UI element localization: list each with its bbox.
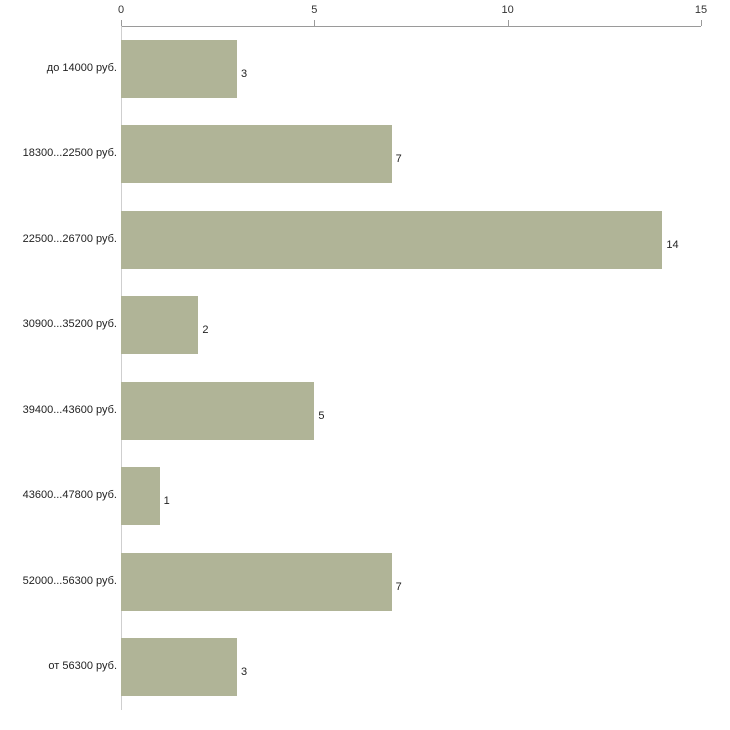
y-axis-tick-label: 52000...56300 руб. [0,575,117,589]
x-tick-label: 15 [694,4,708,16]
bar-value-label: 14 [666,238,679,251]
bar[interactable] [121,210,663,269]
bar[interactable] [121,296,199,355]
bar-value-label: 7 [395,153,402,166]
bar-value-label: 7 [395,580,402,593]
x-tick-mark [314,20,316,26]
bar-value-label: 2 [202,324,209,337]
category-label-text: 52000...56300 руб. [22,574,117,587]
x-tick-label: 0 [117,4,125,16]
category-label-text: 39400...43600 руб. [22,403,117,416]
y-axis-tick-label: 43600...47800 руб. [0,489,117,503]
y-axis-line [121,26,122,710]
y-axis-tick-label: 39400...43600 руб. [0,404,117,418]
bar-value-label: 5 [318,409,325,422]
category-label-text: 43600...47800 руб. [22,489,117,502]
category-label-text: 30900...35200 руб. [22,318,117,331]
bar-value-label: 3 [241,666,248,679]
category-label-text: 22500...26700 руб. [22,232,117,245]
bar-value-label: 3 [241,67,248,80]
y-axis-tick-label: 30900...35200 руб. [0,318,117,332]
x-tick-mark [701,20,702,26]
y-axis-tick-label: до 14000 руб. [0,62,117,76]
category-label-text: до 14000 руб. [46,61,117,74]
bar[interactable] [121,467,160,526]
bar[interactable] [121,381,315,440]
bar[interactable] [121,39,237,98]
y-axis-tick-label: 18300...22500 руб. [0,147,117,161]
bar-value-label: 1 [163,495,170,508]
bar[interactable] [121,552,392,611]
x-tick-mark [121,20,122,26]
y-axis-tick-label: 22500...26700 руб. [0,233,117,247]
bar[interactable] [121,638,237,697]
x-tick-label: 5 [311,4,318,16]
x-tick-label: 10 [501,4,514,16]
x-axis-line [121,26,701,27]
category-label-text: от 56300 руб. [48,660,117,673]
bar[interactable] [121,125,392,184]
y-axis-tick-label: от 56300 руб. [0,660,117,674]
category-label-text: 18300...22500 руб. [22,147,117,160]
x-tick-mark [507,20,509,26]
